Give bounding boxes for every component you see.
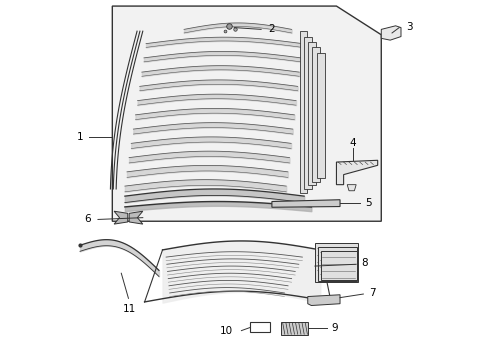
FancyBboxPatch shape (317, 53, 324, 178)
Bar (320, 251, 357, 280)
Text: 5: 5 (365, 198, 372, 208)
Text: 6: 6 (85, 215, 91, 224)
Text: 10: 10 (220, 325, 232, 336)
Polygon shape (381, 26, 401, 40)
Text: 3: 3 (406, 22, 412, 32)
Text: 7: 7 (368, 288, 375, 298)
Text: 1: 1 (77, 132, 83, 142)
Bar (318, 247, 357, 281)
Polygon shape (337, 160, 378, 185)
Bar (250, 322, 270, 332)
Polygon shape (347, 185, 356, 191)
Text: 11: 11 (123, 304, 136, 314)
FancyBboxPatch shape (299, 31, 307, 193)
Text: 8: 8 (362, 258, 368, 268)
Bar (315, 243, 358, 282)
Polygon shape (129, 211, 143, 224)
FancyBboxPatch shape (313, 47, 320, 182)
Polygon shape (272, 200, 340, 207)
Polygon shape (112, 6, 381, 221)
Text: 2: 2 (269, 24, 275, 35)
Polygon shape (114, 211, 128, 224)
Text: 4: 4 (349, 139, 356, 148)
Bar (281, 321, 308, 335)
FancyBboxPatch shape (308, 42, 316, 185)
Polygon shape (308, 295, 340, 306)
FancyBboxPatch shape (304, 37, 312, 189)
Text: 9: 9 (331, 324, 338, 333)
